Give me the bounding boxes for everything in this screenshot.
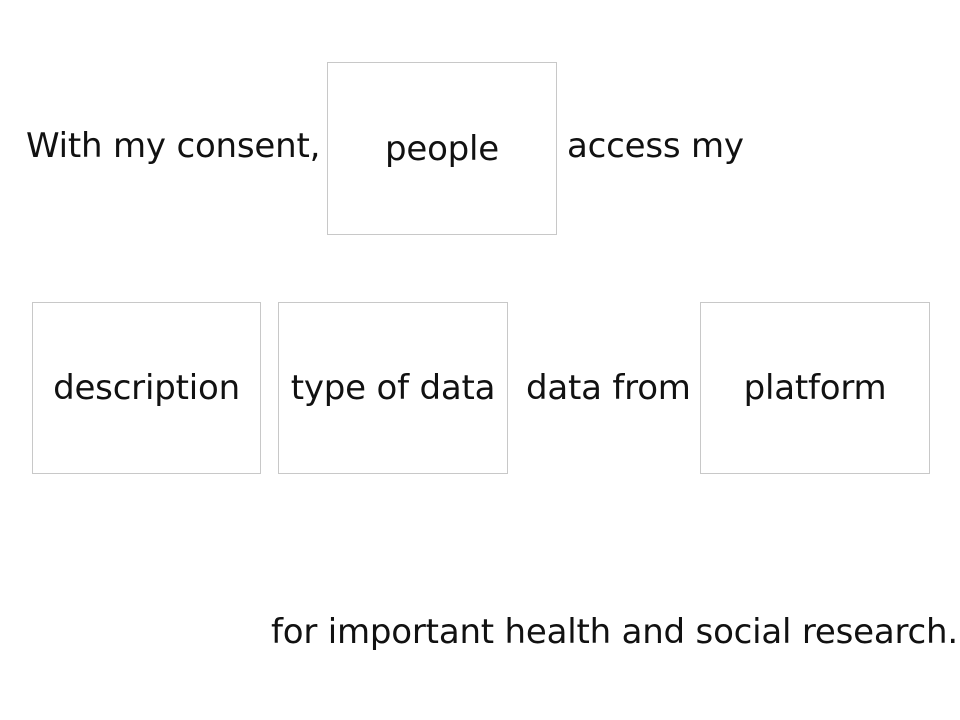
description-slot[interactable]: description — [32, 302, 261, 474]
access-my-text: access my — [567, 126, 744, 166]
platform-slot-label: platform — [743, 368, 887, 408]
people-slot[interactable]: people — [327, 62, 557, 235]
data-from-text: data from — [526, 368, 691, 408]
intro-text: With my consent, — [26, 126, 321, 166]
type-of-data-slot-label: type of data — [290, 368, 496, 408]
description-slot-label: description — [53, 368, 240, 408]
people-slot-label: people — [384, 128, 500, 169]
platform-slot[interactable]: platform — [700, 302, 930, 474]
type-of-data-slot[interactable]: type of data — [278, 302, 508, 474]
purpose-text: for important health and social research… — [271, 612, 958, 652]
